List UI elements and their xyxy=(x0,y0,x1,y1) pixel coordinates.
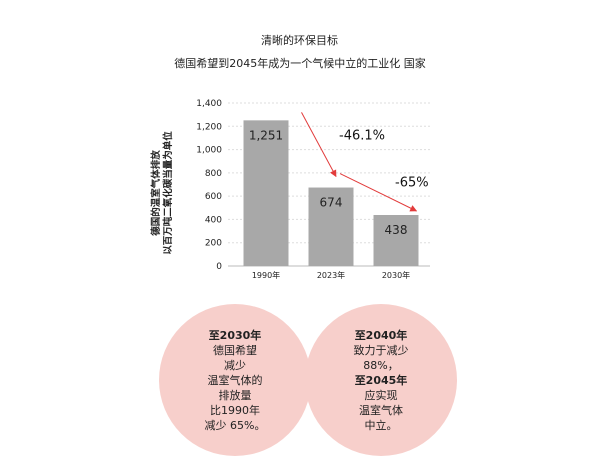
change-annotation: -65% xyxy=(395,176,429,191)
y-tick-label: 1,200 xyxy=(196,122,222,132)
chart-subtitle: 德国希望到2045年成为一个气候中立的工业化 国家 xyxy=(174,57,426,70)
y-tick-label: 1,000 xyxy=(196,146,222,156)
bar-value-label: 674 xyxy=(320,196,343,210)
bar-value-label: 1,251 xyxy=(249,128,283,142)
circle-left-line: 排放量 xyxy=(218,388,252,402)
y-tick-label: 0 xyxy=(216,262,222,272)
x-tick-label: 1990年 xyxy=(252,270,280,280)
x-tick-label: 2023年 xyxy=(317,270,345,280)
bar xyxy=(243,120,289,266)
change-arrow xyxy=(339,173,418,212)
bar-value-label: 438 xyxy=(385,223,408,237)
target-2030-circle: 至2030年 德国希望 减少 温室气体的 排放量 比1990年 减少 65%。 xyxy=(159,304,311,456)
bar xyxy=(308,187,354,266)
circle-right-line: 88%， xyxy=(363,358,399,372)
circle-left-line: 比1990年 xyxy=(210,403,260,417)
circle-right-line: 中立。 xyxy=(364,418,398,432)
bar xyxy=(373,215,419,266)
circle-left-line: 减少 xyxy=(224,358,246,372)
target-2045-circle: 至2040年 致力于减少 88%， 至2045年 应实现 温室气体 中立。 xyxy=(305,304,457,456)
y-tick-label: 600 xyxy=(205,192,222,202)
y-tick-label: 1,400 xyxy=(196,99,222,109)
y-axis-label-line-2: 以百万吨二氧化碳当量为单位 xyxy=(163,131,174,255)
circle-left-line: 德国希望 xyxy=(213,343,257,357)
circle-left-line: 至2030年 xyxy=(208,328,262,342)
change-arrow xyxy=(301,112,337,178)
circle-right-line: 至2045年 xyxy=(354,373,408,387)
y-axis-label-line-1: 德国的温室气体排放 xyxy=(151,150,162,236)
y-tick-label: 800 xyxy=(205,169,222,179)
circle-left-line: 温室气体的 xyxy=(207,373,263,387)
y-tick-label: 200 xyxy=(205,239,222,249)
circle-left-line: 减少 65%。 xyxy=(204,418,266,432)
change-annotation: -46.1% xyxy=(339,128,385,143)
circle-right-line: 致力于减少 xyxy=(353,343,409,357)
y-tick-label: 400 xyxy=(205,215,222,225)
circle-right-line: 应实现 xyxy=(364,388,398,402)
chart-title: 清晰的环保目标 xyxy=(261,34,338,47)
x-tick-label: 2030年 xyxy=(382,270,410,280)
bar-chart: 0 200 400 600 800 1,000 1,200 1,400 1,251 1990年 67… xyxy=(196,99,430,280)
circle-right-line: 温室气体 xyxy=(359,403,403,417)
circle-right-line: 至2040年 xyxy=(354,328,408,342)
